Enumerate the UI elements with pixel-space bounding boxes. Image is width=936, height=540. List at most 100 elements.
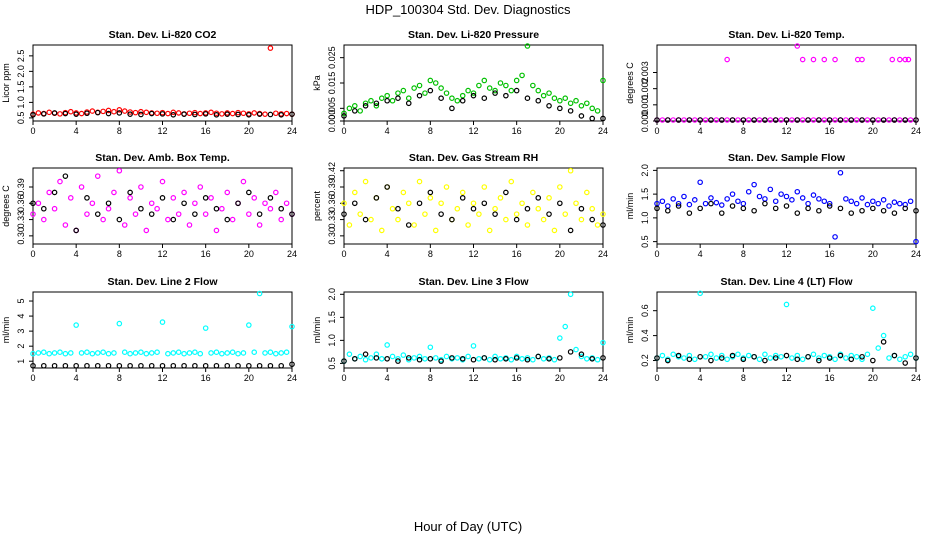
data-point [913, 238, 919, 245]
data-point [405, 356, 412, 363]
panel-5: Stan. Dev. Sample Flow ml/min 0 4 8 12 16 20 24 0… [625, 152, 921, 259]
data-point [192, 349, 198, 355]
data-point [567, 291, 574, 298]
data-point [702, 353, 709, 360]
y-axis-label: ml/min [625, 193, 635, 220]
data-point [697, 117, 703, 123]
data-point [89, 108, 96, 114]
data-point [886, 355, 892, 361]
data-point [821, 56, 828, 63]
data-point [519, 355, 525, 362]
data-point [84, 195, 90, 201]
y-tick-label: 2 [16, 344, 26, 349]
data-point [395, 216, 401, 223]
data-point [389, 205, 396, 212]
data-point [751, 353, 757, 360]
data-point [224, 216, 231, 223]
panel-3: Stan. Dev. Amb. Box Temp. degrees C 0 4 8 12 1… [1, 152, 297, 259]
data-point [546, 355, 552, 362]
x-tick-label: 24 [911, 373, 921, 383]
data-point [127, 195, 133, 201]
x-tick-label: 8 [117, 126, 122, 136]
data-point [697, 205, 703, 212]
series-hourly [341, 349, 606, 364]
data-point [735, 198, 741, 205]
data-point [681, 355, 687, 361]
data-point [283, 349, 290, 355]
data-point [289, 211, 295, 217]
data-point [751, 181, 757, 188]
data-point [192, 200, 198, 207]
x-tick-label: 20 [244, 126, 254, 136]
data-point [594, 222, 601, 228]
data-point [443, 353, 450, 360]
data-point [411, 85, 417, 91]
data-point [816, 207, 822, 214]
data-point [843, 117, 849, 123]
data-point [767, 117, 774, 123]
x-tick-label: 20 [555, 373, 565, 383]
data-point [138, 362, 144, 369]
data-point [751, 207, 757, 214]
data-point [40, 205, 47, 212]
data-point [454, 97, 461, 104]
y-tick-label: 1 [16, 359, 26, 364]
data-point [229, 110, 236, 117]
data-point [283, 110, 290, 117]
data-point [341, 200, 347, 207]
data-point [567, 167, 574, 174]
data-point [432, 355, 439, 361]
data-point [251, 349, 258, 355]
data-point [154, 349, 160, 355]
data-point [449, 216, 455, 223]
data-point [503, 82, 509, 89]
data-point [351, 200, 358, 207]
data-point [159, 178, 166, 185]
data-point [589, 205, 596, 212]
data-point [181, 350, 187, 357]
data-point [875, 117, 882, 123]
data-point [105, 362, 112, 369]
data-point [551, 227, 558, 234]
x-tick-label: 0 [654, 373, 659, 383]
data-point [213, 349, 220, 355]
data-point [762, 117, 768, 123]
data-point [78, 184, 85, 190]
data-point [810, 351, 817, 358]
data-point [889, 56, 896, 63]
data-point [94, 173, 101, 179]
data-point [535, 353, 542, 360]
data-point [794, 356, 801, 363]
data-point [524, 95, 531, 102]
data-point [422, 211, 428, 217]
data-point [94, 109, 101, 116]
y-tick-label: 0.5 [16, 112, 26, 125]
data-point [373, 351, 380, 357]
data-point [362, 100, 369, 107]
data-point [213, 227, 220, 234]
data-point [213, 111, 220, 118]
data-point [273, 189, 279, 196]
y-tick-label: 4 [16, 314, 26, 319]
data-point [476, 355, 482, 362]
data-point [664, 207, 671, 214]
data-point [30, 211, 36, 217]
data-point [100, 108, 106, 115]
data-point [368, 355, 374, 361]
data-point [659, 198, 666, 205]
y-tick-label: 0.33 [16, 211, 26, 229]
data-point [837, 117, 844, 123]
data-point [235, 109, 241, 116]
y-tick-label: 0.2 [640, 354, 650, 367]
y-axis-label: ml/min [1, 317, 11, 344]
panel-0: Stan. Dev. Li-820 CO2 Licor ppm 0 4 8 12 16 20 2… [1, 29, 297, 136]
data-point [73, 227, 79, 234]
data-point [589, 105, 596, 112]
data-point [378, 95, 385, 102]
data-point [186, 350, 193, 356]
data-point [159, 319, 166, 325]
data-point [880, 117, 887, 123]
data-point [30, 200, 36, 207]
data-point [718, 352, 725, 359]
x-tick-label: 0 [654, 249, 659, 259]
